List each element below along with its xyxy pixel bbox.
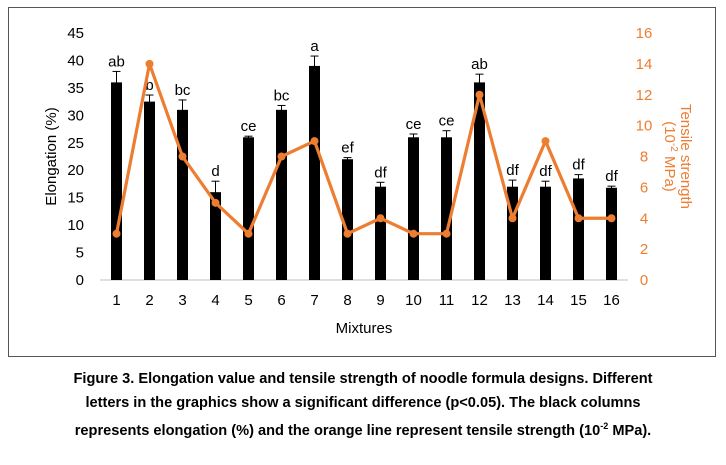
- significance-letter: b: [145, 77, 153, 94]
- tensile-strength-point: [277, 152, 286, 161]
- significance-letter: ce: [406, 116, 422, 133]
- elongation-bar: [441, 137, 452, 280]
- tensile-strength-point: [178, 152, 187, 161]
- x-tick-label: 11: [439, 292, 455, 309]
- elongation-bar: [474, 82, 485, 281]
- significance-letter: df: [539, 163, 552, 180]
- y-right-tick-label: 16: [636, 25, 653, 42]
- significance-letter: df: [374, 164, 387, 181]
- significance-letter: ab: [471, 56, 488, 73]
- significance-letter: ef: [341, 140, 354, 157]
- x-tick-label: 10: [405, 292, 422, 309]
- tensile-strength-point: [310, 137, 319, 146]
- tensile-strength-point: [607, 214, 616, 223]
- elongation-bar: [111, 82, 122, 281]
- significance-letter: a: [310, 38, 319, 55]
- x-tick-label: 12: [471, 292, 488, 309]
- y-left-tick-label: 40: [67, 52, 84, 69]
- elongation-bar: [507, 186, 518, 280]
- tensile-strength-point: [343, 229, 352, 238]
- significance-letter: bc: [274, 87, 290, 104]
- x-tick-label: 6: [277, 292, 285, 309]
- caption-line-2: letters in the graphics show a significa…: [85, 394, 641, 411]
- caption-line-3: represents elongation (%) and the orange…: [0, 415, 726, 443]
- caption-line-3-tail: MPa).: [608, 422, 652, 439]
- y-right-tick-label: 4: [640, 210, 648, 227]
- elongation-bar: [177, 109, 188, 280]
- elongation-bar: [309, 65, 320, 280]
- tensile-strength-point: [112, 229, 121, 238]
- y-right-tick-label: 12: [636, 87, 653, 104]
- x-tick-label: 8: [343, 292, 351, 309]
- x-tick-label: 14: [537, 292, 554, 309]
- y-left-tick-label: 30: [67, 107, 84, 124]
- tensile-strength-point: [409, 229, 418, 238]
- significance-letter: bc: [175, 82, 191, 99]
- x-axis-title: Mixtures: [336, 320, 393, 337]
- significance-letter: df: [572, 157, 585, 174]
- x-tick-label: 1: [112, 292, 120, 309]
- significance-letter: ce: [241, 118, 257, 135]
- y-right-tick-label: 0: [640, 272, 648, 289]
- x-tick-label: 7: [310, 292, 318, 309]
- tensile-strength-point: [442, 229, 451, 238]
- y-left-tick-label: 15: [67, 190, 84, 207]
- y-left-tick-label: 10: [67, 217, 84, 234]
- elongation-bar: [276, 109, 287, 280]
- significance-letter: df: [506, 162, 519, 179]
- x-tick-label: 2: [145, 292, 153, 309]
- tensile-strength-point: [475, 90, 484, 99]
- tensile-strength-point: [244, 229, 253, 238]
- y-right-axis-title-unit: (10-2 MPa): [661, 121, 679, 192]
- elongation-bar: [540, 186, 551, 280]
- x-tick-label: 5: [244, 292, 252, 309]
- y-right-tick-label: 10: [636, 118, 653, 135]
- y-left-tick-label: 45: [67, 25, 84, 42]
- y-left-tick-label: 20: [67, 162, 84, 179]
- elongation-bar: [375, 186, 386, 280]
- elongation-bar: [573, 178, 584, 280]
- significance-letter: ce: [439, 113, 455, 130]
- elongation-bar: [243, 137, 254, 280]
- tensile-strength-point: [574, 214, 583, 223]
- tensile-strength-line: [114, 62, 612, 236]
- y-left-axis-title: Elongation (%): [43, 107, 60, 205]
- significance-letter: d: [211, 163, 219, 180]
- significance-letter: df: [605, 168, 618, 185]
- elongation-bar: [606, 187, 617, 280]
- y-left-tick-label: 0: [76, 272, 84, 289]
- y-left-tick-label: 35: [67, 80, 84, 97]
- figure-caption: Figure 3. Elongation value and tensile s…: [0, 368, 726, 443]
- y-right-tick-label: 8: [640, 149, 648, 166]
- y-left-tick-label: 25: [67, 135, 84, 152]
- tensile-strength-point: [541, 137, 550, 146]
- elongation-bar: [342, 159, 353, 280]
- chart-frame: [8, 7, 716, 357]
- tensile-strength-point: [508, 214, 517, 223]
- x-tick-label: 4: [211, 292, 219, 309]
- x-tick-label: 9: [376, 292, 384, 309]
- elongation-bar: [144, 101, 155, 280]
- x-tick-label: 3: [178, 292, 186, 309]
- elongation-bar: [408, 137, 419, 280]
- tensile-strength-point: [145, 59, 154, 68]
- y-right-tick-label: 2: [640, 241, 648, 258]
- x-tick-label: 13: [504, 292, 521, 309]
- y-left-tick-label: 5: [76, 245, 84, 262]
- elongation-bar: [210, 192, 221, 280]
- y-right-tick-label: 14: [636, 56, 653, 73]
- caption-line-3-exponent: -2: [600, 421, 609, 431]
- y-right-axis-title-main: Tensile strength: [677, 104, 694, 209]
- caption-line-1: Figure 3. Elongation value and tensile s…: [73, 371, 653, 387]
- x-tick-label: 16: [603, 292, 620, 309]
- significance-letter: ab: [108, 53, 125, 70]
- y-right-tick-label: 6: [640, 179, 648, 196]
- tensile-strength-point: [211, 198, 220, 207]
- tensile-strength-point: [376, 214, 385, 223]
- x-tick-label: 15: [570, 292, 587, 309]
- caption-line-3-text: represents elongation (%) and the orange…: [74, 422, 601, 439]
